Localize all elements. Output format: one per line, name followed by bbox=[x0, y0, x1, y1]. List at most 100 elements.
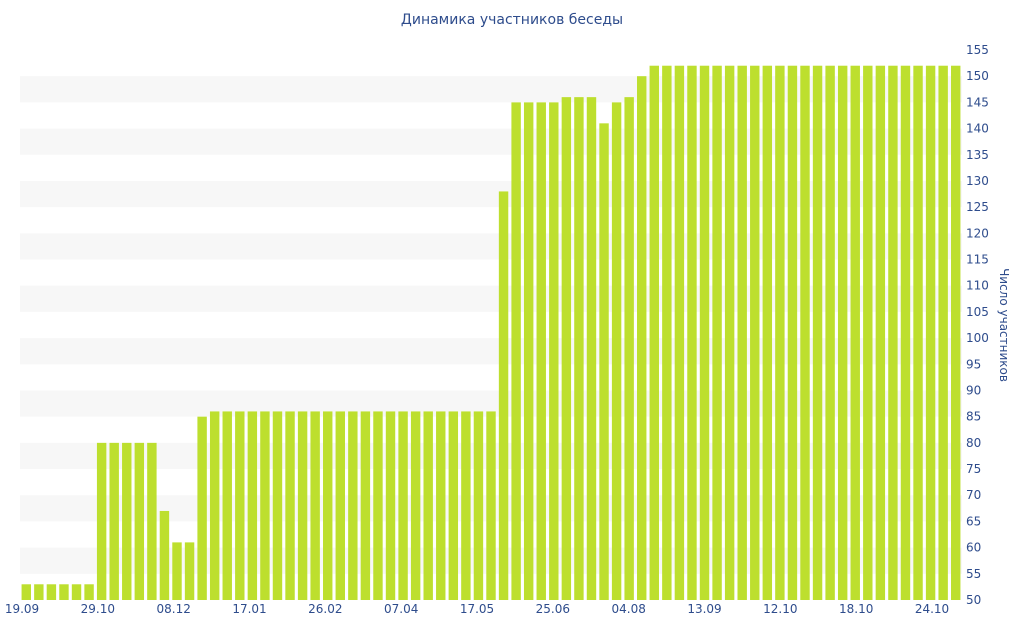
y-tick-label: 155 bbox=[966, 43, 989, 57]
bar bbox=[71, 584, 82, 600]
y-tick-label: 65 bbox=[966, 514, 981, 528]
y-tick-label: 130 bbox=[966, 174, 989, 188]
bar bbox=[875, 65, 886, 600]
y-axis-label: Число участников bbox=[997, 268, 1011, 382]
bar bbox=[310, 411, 320, 600]
bar bbox=[599, 123, 609, 600]
bar bbox=[209, 411, 220, 600]
bar bbox=[750, 65, 760, 600]
y-tick-label: 90 bbox=[966, 383, 981, 397]
bar bbox=[247, 411, 258, 600]
x-tick-label: 07.04 bbox=[384, 602, 418, 616]
bar bbox=[423, 411, 433, 600]
y-tick-label: 55 bbox=[966, 567, 981, 581]
bar bbox=[197, 416, 207, 600]
y-tick-label: 50 bbox=[966, 593, 981, 607]
bar bbox=[724, 65, 735, 600]
bar bbox=[373, 411, 383, 600]
y-tick-label: 145 bbox=[966, 95, 989, 109]
bar bbox=[172, 542, 182, 600]
bar bbox=[159, 510, 170, 600]
y-tick-label: 95 bbox=[966, 357, 981, 371]
bar bbox=[900, 65, 911, 600]
bar bbox=[561, 97, 572, 601]
bar bbox=[46, 584, 57, 600]
bar bbox=[775, 65, 785, 600]
bar bbox=[511, 102, 521, 600]
x-tick-label: 25.06 bbox=[536, 602, 570, 616]
y-tick-label: 150 bbox=[966, 69, 989, 83]
bar bbox=[938, 65, 948, 600]
y-tick-label: 85 bbox=[966, 410, 981, 424]
bar bbox=[222, 411, 232, 600]
bar bbox=[536, 102, 546, 600]
bar bbox=[913, 65, 923, 600]
bar bbox=[486, 411, 496, 600]
bar bbox=[737, 65, 747, 600]
x-tick-label: 13.09 bbox=[687, 602, 721, 616]
bar bbox=[272, 411, 283, 600]
x-tick-label: 19.09 bbox=[5, 602, 39, 616]
x-tick-label: 29.10 bbox=[81, 602, 115, 616]
bar bbox=[674, 65, 685, 600]
bar bbox=[863, 65, 873, 600]
bar bbox=[586, 97, 597, 601]
bar bbox=[574, 97, 584, 601]
x-tick-label: 18.10 bbox=[839, 602, 873, 616]
bar bbox=[122, 442, 132, 600]
bar bbox=[147, 442, 157, 600]
bar bbox=[611, 102, 622, 600]
bar bbox=[498, 191, 509, 600]
bar bbox=[59, 584, 69, 600]
chart-title: Динамика участников беседы bbox=[400, 12, 624, 28]
x-tick-label: 12.10 bbox=[763, 602, 797, 616]
bar bbox=[410, 411, 421, 600]
bar bbox=[398, 411, 408, 600]
bar bbox=[549, 102, 559, 600]
bar bbox=[323, 411, 333, 600]
bar bbox=[888, 65, 898, 600]
bar bbox=[662, 65, 672, 600]
bar bbox=[461, 411, 471, 600]
bar bbox=[787, 65, 798, 600]
bar bbox=[260, 411, 270, 600]
bar bbox=[109, 442, 119, 600]
x-tick-label: 17.05 bbox=[460, 602, 494, 616]
bar bbox=[448, 411, 459, 600]
x-tick-label: 04.08 bbox=[611, 602, 645, 616]
bar bbox=[687, 65, 697, 600]
bar bbox=[624, 97, 634, 601]
y-tick-label: 80 bbox=[966, 436, 981, 450]
bar bbox=[335, 411, 345, 600]
bar bbox=[800, 65, 810, 600]
x-tick-label: 24.10 bbox=[915, 602, 949, 616]
x-tick-label: 08.12 bbox=[156, 602, 190, 616]
bar bbox=[812, 65, 823, 600]
bar bbox=[837, 65, 848, 600]
y-tick-label: 100 bbox=[966, 331, 989, 345]
bar bbox=[84, 584, 94, 600]
bar bbox=[360, 411, 371, 600]
y-tick-label: 70 bbox=[966, 488, 981, 502]
bar bbox=[21, 584, 31, 600]
bar bbox=[134, 442, 145, 600]
bar bbox=[348, 411, 358, 600]
bar bbox=[184, 542, 195, 600]
y-tick-label: 135 bbox=[966, 148, 989, 162]
y-tick-label: 75 bbox=[966, 462, 981, 476]
bar bbox=[385, 411, 396, 600]
bar bbox=[473, 411, 484, 600]
bar bbox=[825, 65, 835, 600]
bar bbox=[96, 442, 107, 600]
bar bbox=[297, 411, 308, 600]
bar bbox=[712, 65, 722, 600]
bar bbox=[951, 65, 961, 600]
bar bbox=[649, 65, 659, 600]
y-tick-label: 60 bbox=[966, 541, 981, 555]
bar bbox=[850, 65, 860, 600]
y-tick-label: 125 bbox=[966, 200, 989, 214]
y-tick-label: 105 bbox=[966, 305, 989, 319]
bar bbox=[637, 76, 647, 600]
x-tick-label: 17.01 bbox=[232, 602, 266, 616]
